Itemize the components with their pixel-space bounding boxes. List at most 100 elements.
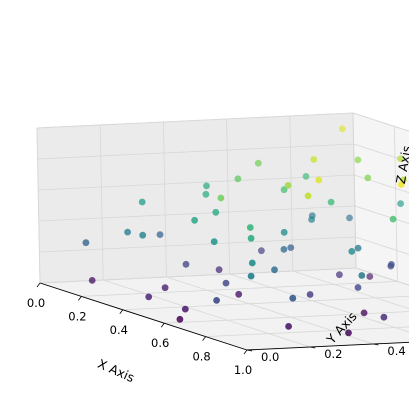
data-point — [346, 214, 353, 222]
data-point — [306, 291, 314, 298]
grid-line-z — [352, 112, 409, 132]
data-point — [248, 259, 256, 267]
grid-line-x — [81, 281, 398, 297]
data-point — [397, 200, 404, 208]
grid-line-x — [164, 311, 409, 324]
x-tick-label: 0.0 — [27, 296, 45, 310]
x-tick-label: 0.4 — [110, 323, 128, 337]
grid-line-x — [122, 295, 409, 311]
data-point — [138, 198, 146, 206]
data-point — [280, 228, 288, 236]
data-point — [161, 284, 169, 292]
data-point — [366, 273, 374, 280]
grid-line-y — [103, 279, 311, 348]
data-point — [210, 238, 218, 246]
grid-line-z — [36, 112, 354, 129]
data-point — [82, 239, 90, 247]
x-tick-label: 0.8 — [192, 350, 210, 364]
grid-line-z — [354, 174, 409, 194]
data-point — [327, 198, 335, 206]
data-point — [364, 174, 372, 182]
data-point — [289, 294, 297, 302]
data-point — [191, 216, 199, 224]
data-point — [182, 260, 190, 268]
data-point — [271, 266, 278, 274]
data-point — [345, 329, 352, 337]
data-point — [254, 159, 262, 167]
y-tick-mark — [373, 343, 379, 346]
grid-line-z — [39, 236, 356, 253]
data-point — [280, 246, 288, 253]
y-tick-mark — [310, 346, 316, 349]
data-point — [354, 284, 362, 291]
tick-labels: 0.00.00.00.20.20.20.40.40.40.60.60.60.80… — [27, 296, 406, 377]
data-point — [358, 272, 366, 279]
data-point — [235, 290, 243, 298]
data-point — [88, 277, 96, 284]
data-point — [397, 155, 404, 163]
grid-line-y — [352, 112, 357, 269]
grid-line-z — [354, 205, 409, 224]
x-axis-label: X Axis — [96, 356, 137, 385]
y-tick-label: 0.0 — [261, 350, 279, 364]
data-point — [389, 215, 397, 223]
data-point — [354, 244, 362, 252]
data-point — [139, 231, 147, 239]
grid-line-z — [37, 143, 354, 160]
data-point — [336, 271, 343, 279]
data-point — [247, 234, 255, 242]
data-point — [246, 224, 254, 231]
data-point — [124, 228, 131, 236]
grid-line-y — [229, 273, 409, 333]
grid-line-z — [38, 174, 355, 191]
data-point — [176, 315, 184, 323]
data-point — [181, 305, 189, 313]
data-point — [258, 247, 265, 255]
data-point — [213, 297, 221, 304]
x-tick-mark — [160, 322, 165, 328]
x-tick-label: 0.2 — [68, 309, 86, 323]
grid-line-x — [394, 126, 398, 282]
y-tick-label: 0.2 — [324, 347, 342, 361]
grid-line-z — [355, 236, 409, 255]
data-point — [284, 182, 292, 189]
data-point — [380, 313, 388, 321]
grid-line-y — [166, 276, 374, 345]
data-point — [247, 272, 255, 280]
y-tick-mark — [246, 349, 253, 352]
data-point — [285, 323, 292, 330]
data-point — [315, 176, 323, 184]
grid-line-z — [38, 205, 355, 222]
data-point — [222, 279, 230, 287]
grid-line-x — [205, 326, 409, 337]
data-point — [388, 261, 395, 268]
x-tick-label: 0.6 — [151, 336, 169, 350]
grid-line-y — [292, 270, 409, 310]
data-point — [234, 175, 242, 183]
x-tick-label: 1.0 — [234, 363, 252, 377]
data-point — [302, 173, 310, 180]
data-point — [145, 293, 153, 301]
y-axis-line — [246, 341, 409, 351]
grid-line-y — [226, 118, 230, 275]
x-tick-mark — [119, 309, 124, 315]
data-point — [156, 231, 164, 239]
data-point — [310, 156, 318, 163]
x-axis-line — [39, 282, 248, 351]
data-point — [360, 309, 368, 317]
data-point — [308, 216, 315, 223]
grid-line-y — [163, 121, 167, 278]
grid-line-y — [99, 124, 104, 281]
data-points — [82, 125, 407, 337]
data-point — [202, 190, 210, 198]
x-tick-mark — [78, 296, 82, 301]
data-point — [348, 248, 356, 255]
x-tick-mark — [243, 349, 248, 355]
axis-lines — [36, 282, 409, 355]
data-point — [215, 266, 223, 274]
data-point — [354, 156, 362, 164]
data-point — [280, 186, 288, 194]
data-point — [397, 181, 405, 188]
data-point — [338, 125, 346, 133]
data-point — [212, 208, 220, 216]
